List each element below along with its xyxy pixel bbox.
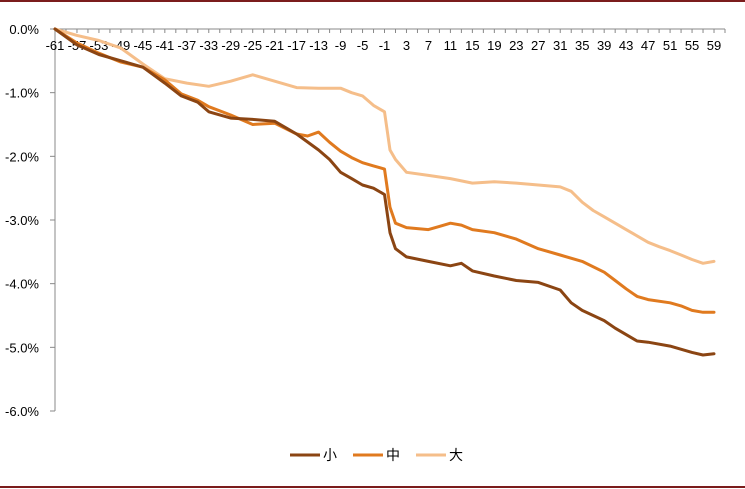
y-tick-label: -1.0% bbox=[5, 86, 39, 101]
x-axis: -61 -57 -53 -49 -45 -41 -37 -33 -29 -25 -21 -17 -13-… bbox=[46, 28, 726, 53]
series-line bbox=[53, 27, 716, 314]
x-tick-label: -13 bbox=[309, 38, 328, 53]
x-tick-label: 47 bbox=[641, 38, 655, 53]
x-tick-label: -5 bbox=[357, 38, 369, 53]
x-tick-label: 39 bbox=[597, 38, 611, 53]
x-tick-label: 15 bbox=[465, 38, 479, 53]
x-tick-label: -17 bbox=[287, 38, 306, 53]
series-line bbox=[53, 27, 716, 265]
x-tick-label: 3 bbox=[403, 38, 410, 53]
top-border-line bbox=[0, 0, 745, 2]
x-tick-label: -41 bbox=[155, 38, 174, 53]
y-tick-label: -6.0% bbox=[5, 404, 39, 419]
legend: 小中大 bbox=[290, 447, 463, 463]
x-tick-label: -45 bbox=[133, 38, 152, 53]
y-tick-label: -4.0% bbox=[5, 277, 39, 292]
x-tick-label: -21 bbox=[265, 38, 284, 53]
x-tick-label: -9 bbox=[335, 38, 347, 53]
x-tick-label: -49 bbox=[112, 38, 131, 53]
series-line bbox=[53, 27, 716, 357]
bottom-border-line bbox=[0, 486, 745, 488]
x-tick-label: 19 bbox=[487, 38, 501, 53]
x-tick-label: 23 bbox=[509, 38, 523, 53]
x-tick-label: -61 bbox=[46, 38, 65, 53]
x-tick-label: 27 bbox=[531, 38, 545, 53]
legend-label: 小 bbox=[323, 447, 337, 463]
legend-label: 大 bbox=[449, 447, 463, 463]
y-tick-label: -3.0% bbox=[5, 213, 39, 228]
x-tick-label: 59 bbox=[707, 38, 721, 53]
x-tick-label: 11 bbox=[444, 38, 458, 53]
legend-label: 中 bbox=[386, 447, 400, 463]
x-tick-label: -1 bbox=[379, 38, 391, 53]
x-tick-label: 35 bbox=[575, 38, 589, 53]
x-tick-label: -33 bbox=[199, 38, 218, 53]
x-tick-label: 31 bbox=[553, 38, 567, 53]
x-tick-label: -25 bbox=[243, 38, 262, 53]
y-tick-label: 0.0% bbox=[9, 22, 39, 37]
x-tick-label: -37 bbox=[177, 38, 196, 53]
y-tick-label: -2.0% bbox=[5, 149, 39, 164]
x-tick-label: 51 bbox=[663, 38, 677, 53]
x-tick-label: 43 bbox=[619, 38, 633, 53]
x-tick-label: 55 bbox=[685, 38, 699, 53]
x-tick-label: 7 bbox=[425, 38, 432, 53]
x-tick-label: -29 bbox=[221, 38, 240, 53]
y-axis: 0.0% -1.0% -2.0% -3.0% -4.0% -5.0% -6.0% bbox=[5, 22, 56, 419]
series-layer bbox=[53, 27, 716, 357]
y-tick-label: -5.0% bbox=[5, 340, 39, 355]
